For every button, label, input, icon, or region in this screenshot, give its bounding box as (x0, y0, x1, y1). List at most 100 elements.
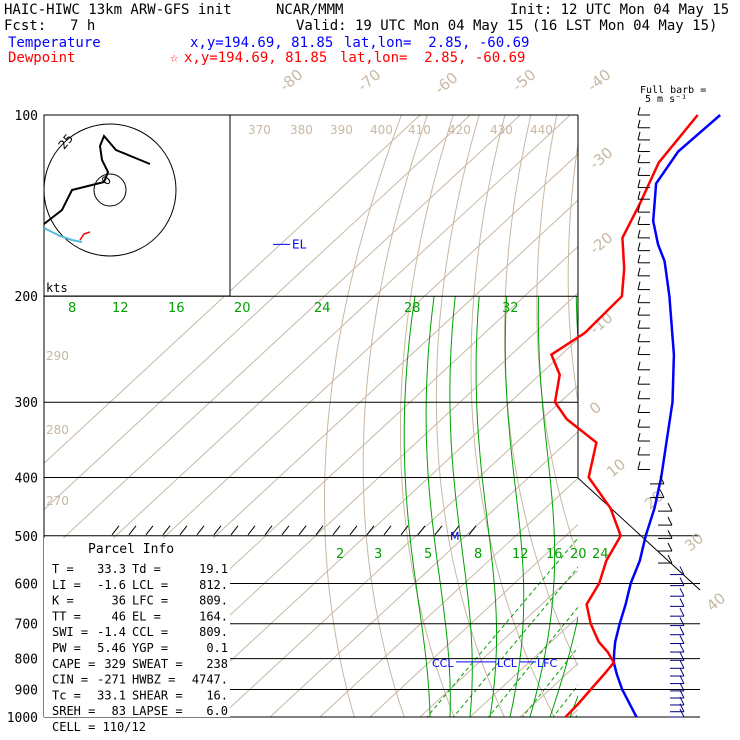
parcel-key: EL = (132, 609, 161, 623)
tropopause-hatch (230, 525, 239, 536)
parcel-value: 809. (199, 594, 228, 608)
wind-barb-flag (679, 617, 685, 626)
mixing-ratio-label: 2 (336, 547, 344, 562)
mixing-ratio-label: 32 (502, 301, 519, 316)
wind-barb-flag (637, 154, 641, 163)
isotherm-line (606, 115, 740, 730)
parcel-key: YGP = (132, 641, 168, 655)
theta-label: 390 (330, 123, 353, 137)
wind-barb-flag (637, 254, 641, 263)
mixing-ratio-lines (426, 536, 740, 730)
parcel-key: K = (52, 594, 74, 608)
mixing-ratio-label: 8 (474, 547, 482, 562)
wind-barb-flag (679, 703, 685, 712)
pressure-tick-label: 100 (15, 109, 38, 124)
theta-label: 290 (46, 349, 69, 363)
theta-label: 430 (490, 123, 513, 137)
wind-barb-flag (679, 607, 685, 617)
wind-barb-flag (679, 660, 685, 669)
parcel-key: SHEAR = (132, 688, 183, 702)
theta-label: 370 (248, 123, 271, 137)
parcel-key: LAPSE = (132, 704, 183, 718)
parcel-value: -1.4 (97, 625, 126, 639)
parcel-key: LFC = (132, 594, 168, 608)
moist-adiabat-line (650, 296, 740, 717)
temperature-profile-line (612, 114, 722, 718)
wind-barb-flag (637, 204, 641, 213)
tropopause-hatch (128, 525, 137, 536)
temperature-legend-label: Temperature (8, 35, 101, 51)
pressure-tick-label: 700 (15, 618, 38, 633)
parcel-key: LI = (52, 578, 81, 592)
dry-adiabat-line (470, 115, 555, 717)
theta-label: 280 (46, 423, 69, 437)
pressure-tick-label: 600 (15, 577, 38, 592)
isotherm-line (269, 431, 578, 717)
dry-adiabat-line (628, 115, 740, 730)
tropopause-hatch (213, 525, 222, 536)
wind-barb-flag (637, 307, 641, 316)
mixing-ratio-label: 24 (592, 547, 609, 562)
mixing-ratio-label: 16 (546, 547, 563, 562)
parcel-key: LCL = (132, 578, 168, 592)
hodograph-trace-surface (79, 231, 91, 241)
isotherm-label: 40 (703, 589, 729, 615)
mixing-ratio-label: 3 (374, 547, 382, 562)
parcel-value: 164. (199, 609, 228, 623)
parcel-key: Tc = (52, 688, 81, 702)
sounding-series: EL M CCL LCL LFC (273, 114, 722, 718)
tropopause-hatch (383, 525, 392, 536)
wind-barb-flag (667, 530, 673, 539)
isotherm-label: -30 (586, 144, 616, 174)
parcel-key: CCL = (132, 625, 168, 639)
parcel-key: SWI = (52, 625, 88, 639)
parcel-value: 33.3 (97, 562, 126, 576)
parcel-value: 46 (112, 609, 126, 623)
wind-barb-flag (659, 489, 665, 498)
mixing-ratio-label: 20 (234, 301, 251, 316)
wind-barb-flag (637, 119, 641, 128)
dry-adiabat-line (400, 115, 455, 717)
temperature-legend-latlon: lat,lon= 2.85, -60.69 (344, 35, 530, 51)
tropopause-hatch (451, 525, 460, 536)
mixing-ratio-line (487, 606, 578, 717)
wind-barb-flag (637, 320, 641, 329)
tropopause-hatch (162, 525, 171, 536)
right-diagonal-axis (577, 477, 701, 591)
pressure-tick-label: 300 (15, 396, 38, 411)
isotherm-line (44, 115, 521, 557)
dry-adiabat-line (685, 115, 740, 730)
mixing-ratio-label: 5 (424, 547, 432, 562)
parcel-value: 329 (104, 657, 126, 671)
mixing-ratio-line (426, 537, 578, 717)
parcel-key: PW = (52, 641, 81, 655)
parcel-info-panel: Parcel Info T = 33.3 Td = 19.1 LI = -1.6 LCL = 8… (44, 538, 230, 734)
wind-barb-flag (637, 281, 641, 290)
parcel-value: 0.1 (206, 641, 228, 655)
wind-barb-flag (637, 376, 641, 385)
dewpoint-legend-star-icon: ☆ (170, 50, 179, 66)
mixing-ratio-label: 12 (512, 547, 529, 562)
dry-adiabat-line (712, 115, 740, 730)
moist-adiabat-line (504, 296, 525, 717)
moist-adiabat-line (449, 296, 473, 717)
lfc-label: LFC (537, 657, 557, 670)
wind-barb-flag (679, 577, 685, 586)
tropopause-hatch (366, 525, 375, 536)
parcel-value: -1.6 (97, 578, 126, 592)
wind-barb-flag (637, 404, 641, 413)
mixing-ratio-label: 28 (404, 301, 421, 316)
parcel-value: 809. (199, 625, 228, 639)
mixing-ratio-line (552, 684, 578, 717)
isotherm-line (706, 115, 740, 730)
barb-scale-units: 5 m s⁻¹ (645, 94, 688, 105)
dewpoint-legend-label: Dewpoint (8, 50, 76, 66)
moist-adiabat-line (590, 296, 680, 717)
mixing-ratio-line (599, 536, 740, 730)
ccl-label: CCL (432, 657, 454, 670)
fcst-label: Fcst: (4, 18, 47, 34)
dewpoint-legend-loc: x,y=194.69, 81.85 (184, 50, 328, 66)
wind-barb-flag (637, 461, 641, 470)
model-title: HAIC-HIWC 13km ARW-GFS init (4, 2, 232, 18)
